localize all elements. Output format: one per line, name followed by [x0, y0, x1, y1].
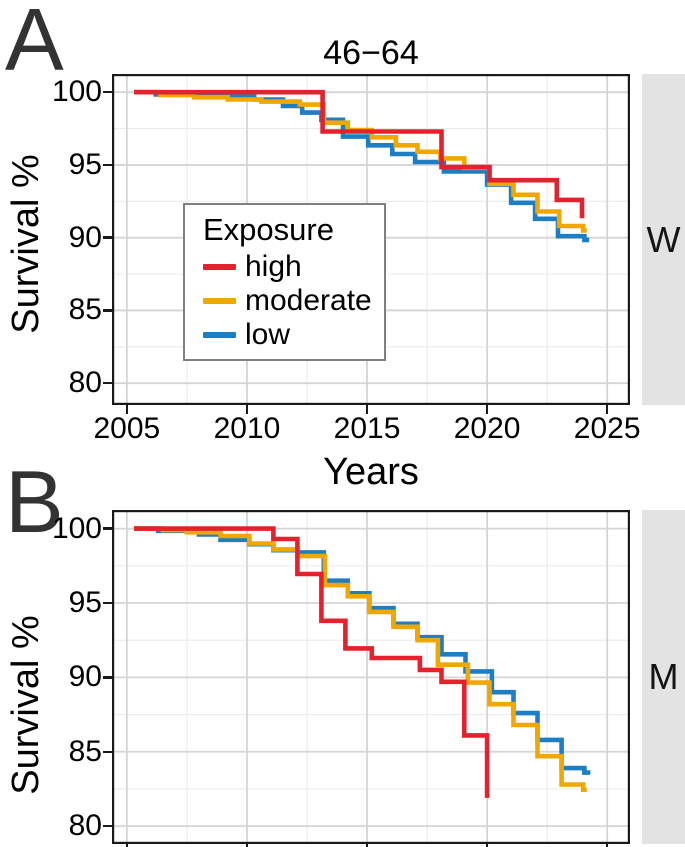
panel-border — [112, 74, 630, 405]
y-tick-mark — [103, 236, 112, 239]
y-tick-mark — [103, 601, 112, 605]
facet-strip-women: W — [642, 74, 685, 405]
x-axis-title: Years — [323, 451, 419, 493]
legend-title: Exposure — [203, 212, 334, 247]
panel-a-label: A — [5, 0, 64, 89]
y-tick-mark — [103, 163, 112, 167]
x-tick-label: 2010 — [213, 412, 281, 445]
survival-plot-men — [112, 510, 630, 844]
y-tick-label: 90 — [68, 660, 102, 694]
x-tick-mark — [125, 405, 129, 414]
y-tick-label: 95 — [68, 585, 102, 619]
x-tick-mark — [245, 844, 249, 847]
y-tick-mark — [103, 381, 112, 385]
y-tick-label: 80 — [68, 366, 102, 400]
y-tick-label: 85 — [68, 734, 102, 768]
x-tick-label: 2020 — [453, 412, 521, 445]
x-tick-mark — [365, 844, 369, 847]
y-tick-mark — [103, 527, 112, 530]
y-tick-mark — [103, 309, 112, 312]
series-high-line — [134, 526, 490, 798]
x-tick-mark — [605, 405, 609, 414]
y-tick-mark — [103, 676, 112, 679]
x-tick-mark — [485, 405, 489, 414]
x-tick-label: 2005 — [93, 412, 161, 445]
x-tick-mark — [245, 405, 249, 414]
legend-item-moderate: moderate — [203, 284, 384, 318]
panel-b-label: B — [5, 452, 64, 551]
y-tick-mark — [103, 824, 112, 828]
x-tick-mark — [125, 844, 129, 847]
y-tick-label: 95 — [68, 147, 102, 181]
x-tick-mark — [485, 844, 489, 847]
strip-label-men: M — [648, 656, 679, 697]
y-tick-label: 80 — [68, 809, 102, 843]
series-low-line — [134, 526, 591, 775]
series-moderate-line — [134, 526, 587, 792]
legend-label-high: high — [245, 250, 302, 283]
y-tick-label: 90 — [68, 220, 102, 254]
y-tick-label: 100 — [51, 511, 102, 545]
x-tick-label: 2015 — [333, 412, 401, 445]
x-tick-label: 2025 — [573, 412, 641, 445]
y-tick-mark — [103, 750, 112, 753]
plot-title: 46−64 — [323, 34, 419, 72]
legend: Exposure high moderate low — [183, 203, 386, 361]
moderate-line-swatch — [203, 298, 236, 304]
facet-strip-men: M — [642, 510, 685, 844]
gridlines-major — [112, 510, 630, 844]
high-line-swatch — [203, 264, 236, 270]
series-high-line — [134, 89, 585, 219]
x-tick-mark — [605, 844, 609, 847]
legend-label-low: low — [245, 318, 291, 351]
y-tick-label: 85 — [68, 293, 102, 327]
legend-label-moderate: moderate — [245, 284, 372, 317]
x-tick-mark — [365, 405, 369, 414]
panel-border — [112, 510, 630, 844]
strip-label-women: W — [646, 218, 681, 260]
series-moderate-line — [134, 89, 587, 233]
y-tick-label: 100 — [51, 75, 102, 109]
legend-item-high: high — [203, 250, 384, 284]
legend-item-low: low — [203, 318, 384, 352]
y-tick-mark — [103, 90, 112, 94]
low-line-swatch — [203, 332, 236, 338]
